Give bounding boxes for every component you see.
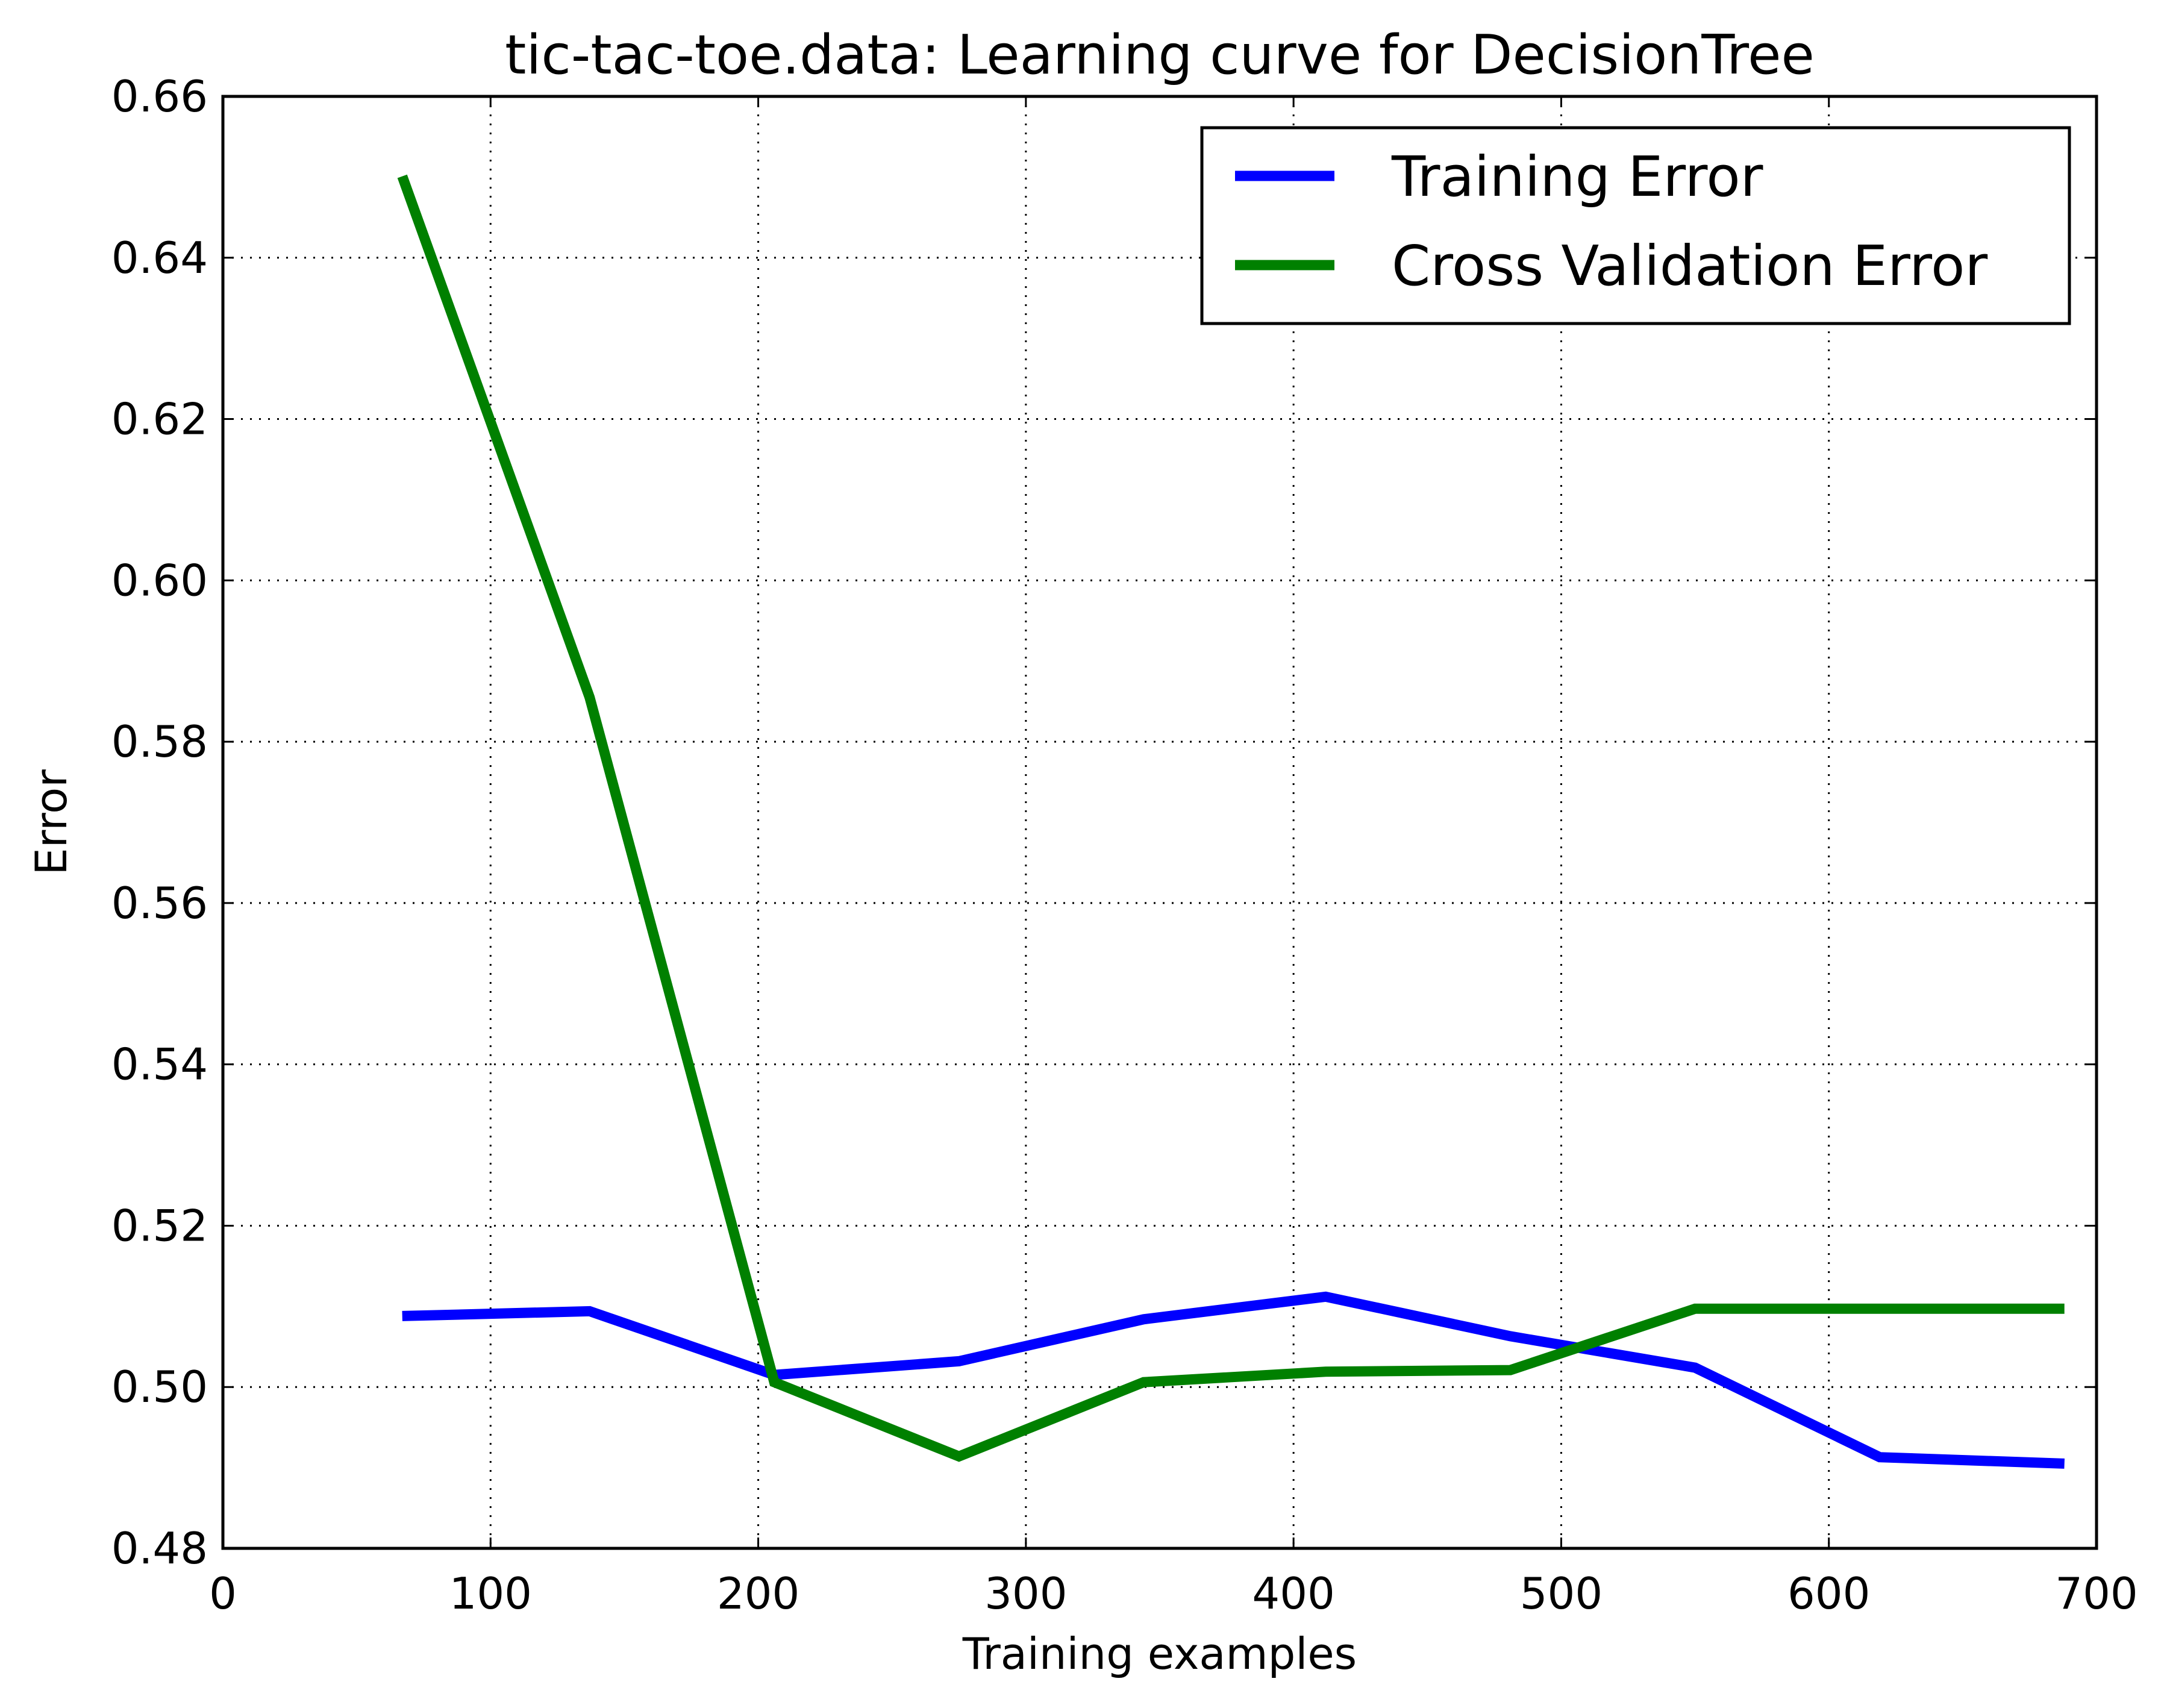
legend-label-training-error: Training Error	[1391, 145, 1763, 209]
x-tick-label: 700	[2055, 1568, 2137, 1619]
x-tick-label: 0	[209, 1568, 237, 1619]
y-axis-tick-labels: 0.48 0.50 0.52 0.54 0.56 0.58 0.60 0.62 0.64 0.66	[111, 71, 208, 1574]
x-tick-label: 400	[1252, 1568, 1334, 1619]
x-axis-label: Training examples	[962, 1628, 1357, 1679]
y-tick-label: 0.64	[111, 233, 208, 283]
y-tick-label: 0.66	[111, 71, 208, 122]
x-tick-label: 600	[1787, 1568, 1870, 1619]
x-tick-label: 500	[1520, 1568, 1603, 1619]
y-tick-label: 0.54	[111, 1039, 208, 1090]
y-tick-label: 0.62	[111, 394, 208, 445]
legend: Training Error Cross Validation Error	[1200, 126, 2071, 325]
x-axis-tick-labels: 0 100 200 300 400 500 600 700	[209, 1568, 2138, 1619]
x-tick-label: 300	[984, 1568, 1067, 1619]
y-tick-label: 0.60	[111, 555, 208, 605]
chart-title: tic-tac-toe.data: Learning curve for Dec…	[505, 23, 1815, 87]
y-tick-label: 0.56	[111, 878, 208, 928]
series-line-cross-validation-error	[397, 174, 2065, 1462]
plot-area-frame	[221, 95, 2098, 1550]
data-series	[397, 174, 2065, 1469]
x-tick-label: 200	[717, 1568, 799, 1619]
y-tick-label: 0.50	[111, 1362, 208, 1412]
legend-label-cross-validation-error: Cross Validation Error	[1392, 234, 1987, 298]
y-tick-label: 0.52	[111, 1200, 208, 1251]
axis-ticks	[222, 95, 2098, 1550]
legend-box	[1200, 126, 2071, 325]
y-tick-label: 0.48	[111, 1523, 208, 1574]
series-line-training-error	[402, 1291, 2065, 1469]
y-tick-label: 0.58	[111, 716, 208, 767]
y-axis-label: Error	[26, 769, 77, 875]
x-tick-label: 100	[449, 1568, 532, 1619]
